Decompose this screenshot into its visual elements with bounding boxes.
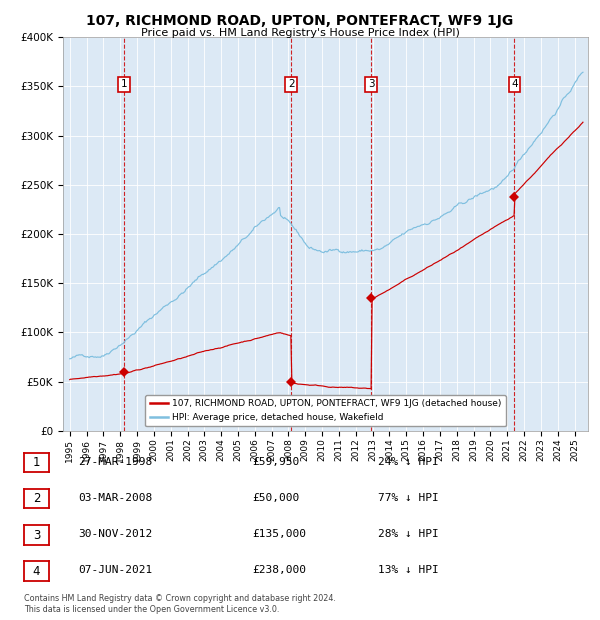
Text: 1: 1	[121, 79, 127, 89]
Text: 07-JUN-2021: 07-JUN-2021	[78, 565, 152, 575]
Text: 1: 1	[33, 456, 40, 469]
Text: 27-MAR-1998: 27-MAR-1998	[78, 457, 152, 467]
Text: 24% ↓ HPI: 24% ↓ HPI	[378, 457, 439, 467]
Text: 30-NOV-2012: 30-NOV-2012	[78, 529, 152, 539]
Text: £59,950: £59,950	[252, 457, 299, 467]
Text: 2: 2	[288, 79, 295, 89]
Text: 107, RICHMOND ROAD, UPTON, PONTEFRACT, WF9 1JG: 107, RICHMOND ROAD, UPTON, PONTEFRACT, W…	[86, 14, 514, 29]
Text: 03-MAR-2008: 03-MAR-2008	[78, 493, 152, 503]
Text: 3: 3	[33, 529, 40, 541]
Text: Contains HM Land Registry data © Crown copyright and database right 2024.
This d: Contains HM Land Registry data © Crown c…	[24, 595, 336, 614]
Text: 77% ↓ HPI: 77% ↓ HPI	[378, 493, 439, 503]
Text: Price paid vs. HM Land Registry's House Price Index (HPI): Price paid vs. HM Land Registry's House …	[140, 28, 460, 38]
Text: £135,000: £135,000	[252, 529, 306, 539]
Text: £238,000: £238,000	[252, 565, 306, 575]
Text: 2: 2	[33, 492, 40, 505]
Text: 4: 4	[511, 79, 518, 89]
Text: 4: 4	[33, 565, 40, 577]
Legend: 107, RICHMOND ROAD, UPTON, PONTEFRACT, WF9 1JG (detached house), HPI: Average pr: 107, RICHMOND ROAD, UPTON, PONTEFRACT, W…	[145, 395, 506, 427]
Text: 13% ↓ HPI: 13% ↓ HPI	[378, 565, 439, 575]
Text: £50,000: £50,000	[252, 493, 299, 503]
Text: 28% ↓ HPI: 28% ↓ HPI	[378, 529, 439, 539]
Text: 3: 3	[368, 79, 374, 89]
